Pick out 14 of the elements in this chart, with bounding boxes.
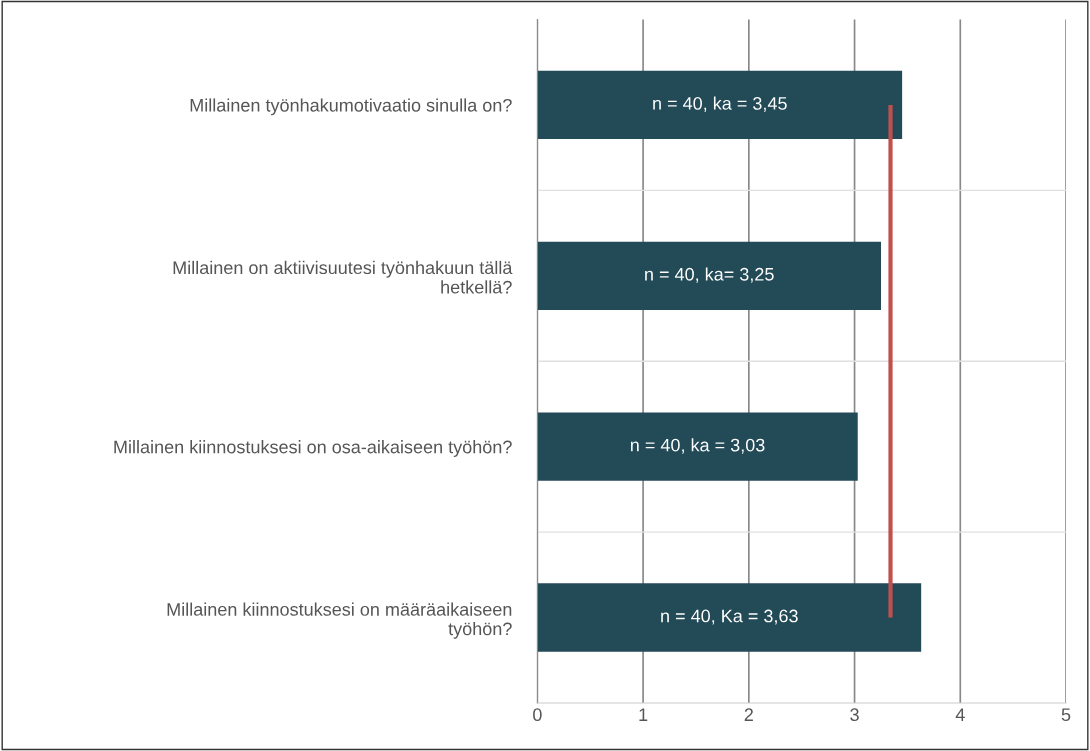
x-tick-label: 0 bbox=[533, 708, 542, 722]
y-tick-label: Millainen kiinnostuksesi on osa-aikaiseen työhön? bbox=[114, 440, 512, 457]
data-label: n = 40, ka = 3,45 bbox=[653, 96, 787, 112]
x-tick-label: 2 bbox=[744, 708, 753, 721]
data-label: n = 40, ka= 3,25 bbox=[645, 267, 774, 283]
x-tick-label: 1 bbox=[639, 708, 648, 721]
y-tick-label: Millainen työnhakumotivaatio sinulla on? bbox=[190, 98, 512, 116]
x-tick-label: 5 bbox=[1061, 708, 1071, 722]
y-tick-label: Millainen on aktiivisuutesi työnhakuun tällä hetkellä? bbox=[173, 260, 513, 294]
x-tick-label: 4 bbox=[955, 708, 965, 721]
x-tick-label: 3 bbox=[850, 708, 859, 722]
data-label: n = 40, ka = 3,03 bbox=[630, 438, 765, 454]
y-tick-label: Millainen kiinnostuksesi on määräaikaiseen työhön? bbox=[167, 602, 512, 639]
data-label: n = 40, Ka = 3,63 bbox=[661, 609, 798, 625]
